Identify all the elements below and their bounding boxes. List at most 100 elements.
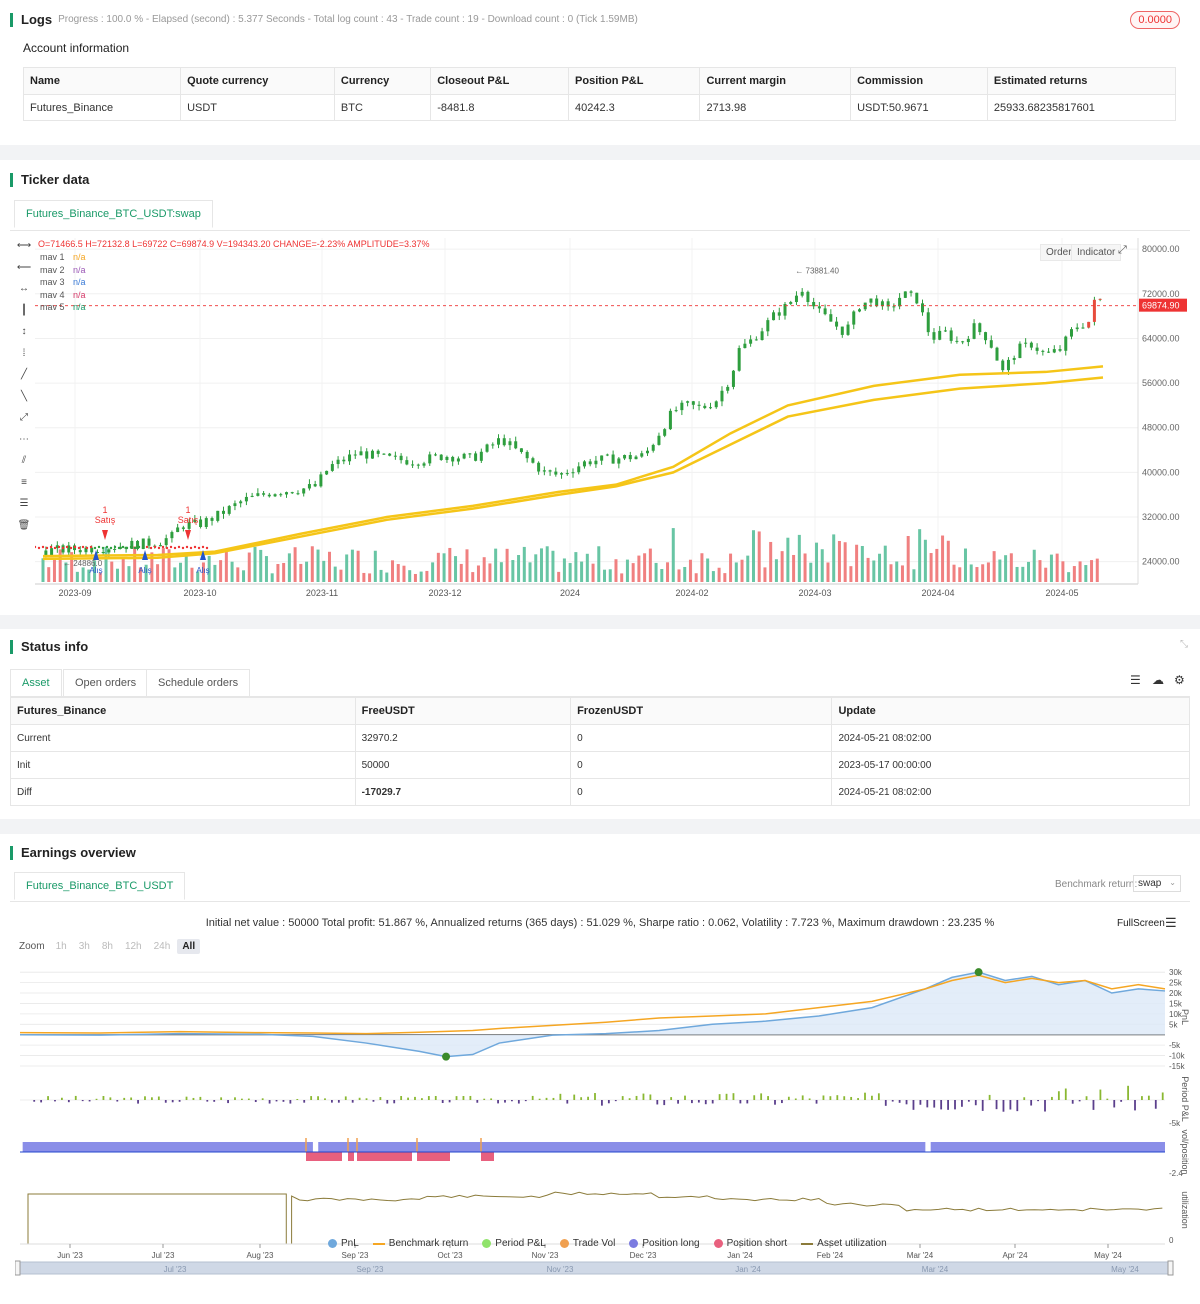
zoom-option[interactable]: 1h (55, 941, 67, 952)
logs-title: Logs Progress : 100.0 % - Elapsed (secon… (10, 12, 638, 27)
candle-body (1064, 336, 1068, 351)
candle-body (1069, 329, 1073, 337)
earnings-chart[interactable]: 30k25k20k15k10k5k-5k-10k-15kPnL-5kPeriod… (0, 954, 1200, 1304)
candle-body (909, 291, 913, 293)
zoom-option[interactable]: All (177, 939, 201, 954)
legend-item[interactable]: Asset utilization (801, 1238, 887, 1249)
indicator-button[interactable]: Indicator (1071, 244, 1122, 261)
trend-line-icon[interactable]: ╱ (20, 369, 28, 380)
collapse-icon[interactable]: ⤡ (1180, 639, 1188, 650)
candle-body (966, 338, 970, 343)
legend-marker (629, 1239, 639, 1248)
candle-body (199, 519, 203, 527)
mav-name: mav 3 (40, 277, 65, 287)
volume-bar (1038, 560, 1042, 582)
horizontal-line-icon[interactable]: ⟷ (16, 240, 32, 251)
legend-marker (372, 1242, 385, 1245)
volume-bar (597, 546, 601, 582)
legend-item[interactable]: Position long (629, 1238, 700, 1249)
candle-body (411, 464, 415, 466)
volume-bar (1072, 566, 1076, 582)
y-tick-label: 15k (1169, 999, 1183, 1008)
signal-dot (113, 545, 117, 549)
volume-bar (276, 563, 280, 582)
legend-marker (801, 1242, 814, 1245)
list-icon[interactable]: ☰ (1130, 673, 1141, 687)
signal-dot (35, 545, 37, 549)
tab-asset[interactable]: Asset (10, 669, 62, 697)
range-navigator[interactable]: Jul '23 Sep '23 Nov '23 Jan '24 Mar '24 May '… (15, 1260, 1185, 1278)
layers-icon[interactable]: ☰ (19, 498, 29, 509)
candle-body (846, 324, 850, 335)
extend-icon[interactable]: ⤢ (20, 412, 28, 423)
zoom-option[interactable]: 3h (78, 941, 90, 952)
candle-body (886, 301, 890, 307)
signal-dot (61, 546, 65, 550)
grid-icon[interactable]: ≡ (21, 476, 27, 488)
period-pnl-bar (954, 1100, 956, 1110)
fib-icon[interactable]: ⋯ (19, 433, 29, 445)
gear-icon[interactable]: ⚙ (1174, 673, 1185, 687)
volume-bar (557, 571, 561, 582)
x-tick-label: May '24 (1094, 1251, 1122, 1260)
tab-schedule-orders[interactable]: Schedule orders (146, 669, 251, 697)
signal-dot (53, 546, 57, 550)
signal-dot (201, 545, 205, 549)
volume-bar (1027, 561, 1031, 582)
zoom-option[interactable]: 12h (124, 941, 142, 952)
period-pnl-bar (74, 1095, 77, 1100)
x-tick-label: 2024-04 (921, 588, 954, 598)
y-tick-label: -15k (1169, 1062, 1186, 1071)
legend-label: Position short (726, 1238, 788, 1249)
volume-bar (58, 549, 62, 582)
ray-icon[interactable]: ⟵ (16, 261, 32, 273)
period-pnl-bar (587, 1096, 589, 1100)
zoom-option[interactable]: 8h (101, 941, 113, 952)
zoom-option[interactable]: 24h (153, 941, 171, 952)
ticker-symbol-tab[interactable]: Futures_Binance_BTC_USDT:swap (14, 200, 213, 228)
legend-item[interactable]: Period P&L (482, 1238, 546, 1249)
legend-item[interactable]: PnL (328, 1238, 359, 1249)
trend-line-2-icon[interactable]: ╲ (20, 390, 28, 402)
vertical-range-icon[interactable]: ↕ (21, 326, 27, 337)
x-tick-label: 2023-10 (183, 588, 216, 598)
period-pnl-bar (517, 1100, 520, 1104)
candle-body (548, 470, 552, 472)
candle-body (388, 453, 392, 456)
candle-body (554, 471, 558, 475)
volume-bar (448, 547, 452, 582)
expand-icon[interactable]: ⤢ (1118, 244, 1127, 256)
legend-item[interactable]: Trade Vol (559, 1238, 615, 1249)
tab-open-orders[interactable]: Open orders (63, 669, 149, 697)
volume-bar (562, 558, 566, 582)
account-col-header: Quote currency (180, 67, 335, 95)
period-pnl-bar (995, 1100, 998, 1110)
period-pnl-bar (905, 1100, 908, 1105)
benchmark-select[interactable]: swap ⌄ (1133, 875, 1181, 892)
volume-bar (648, 548, 652, 582)
period-pnl-bar (898, 1100, 901, 1103)
cloud-download-icon[interactable]: ☁ (1152, 673, 1164, 687)
volume-bar (465, 549, 469, 582)
period-pnl-bar (524, 1100, 527, 1102)
legend-item[interactable]: Benchmark return (372, 1238, 468, 1249)
dots-icon[interactable]: ⁞ (22, 347, 26, 359)
trash-icon[interactable]: 🗑 (17, 519, 31, 531)
signal-dot (105, 545, 109, 549)
price-tag-label: 69874.90 (1142, 301, 1180, 311)
range-icon[interactable]: ↔ (19, 283, 29, 294)
vertical-line-icon[interactable]: ┃ (20, 304, 28, 316)
earnings-symbol-tab[interactable]: Futures_Binance_BTC_USDT (14, 872, 186, 900)
candlestick-chart[interactable]: 80000.00 72000.00 64000.00 56000.00 48000.00… (35, 238, 1195, 608)
account-cell: -8481.8 (430, 94, 570, 121)
period-pnl-bar (822, 1095, 825, 1100)
fullscreen-button[interactable]: FullScreen (1117, 918, 1165, 929)
volume-bar (156, 564, 160, 582)
volume-bar (305, 561, 309, 582)
mav-legend-item: mav 1 n/a (40, 251, 86, 264)
mav-value: n/a (73, 252, 86, 262)
menu-icon[interactable]: ☰ (1165, 915, 1177, 930)
period-pnl-bar (691, 1100, 693, 1104)
channel-icon[interactable]: ⫽ (21, 455, 27, 466)
legend-item[interactable]: Position short (713, 1238, 788, 1249)
